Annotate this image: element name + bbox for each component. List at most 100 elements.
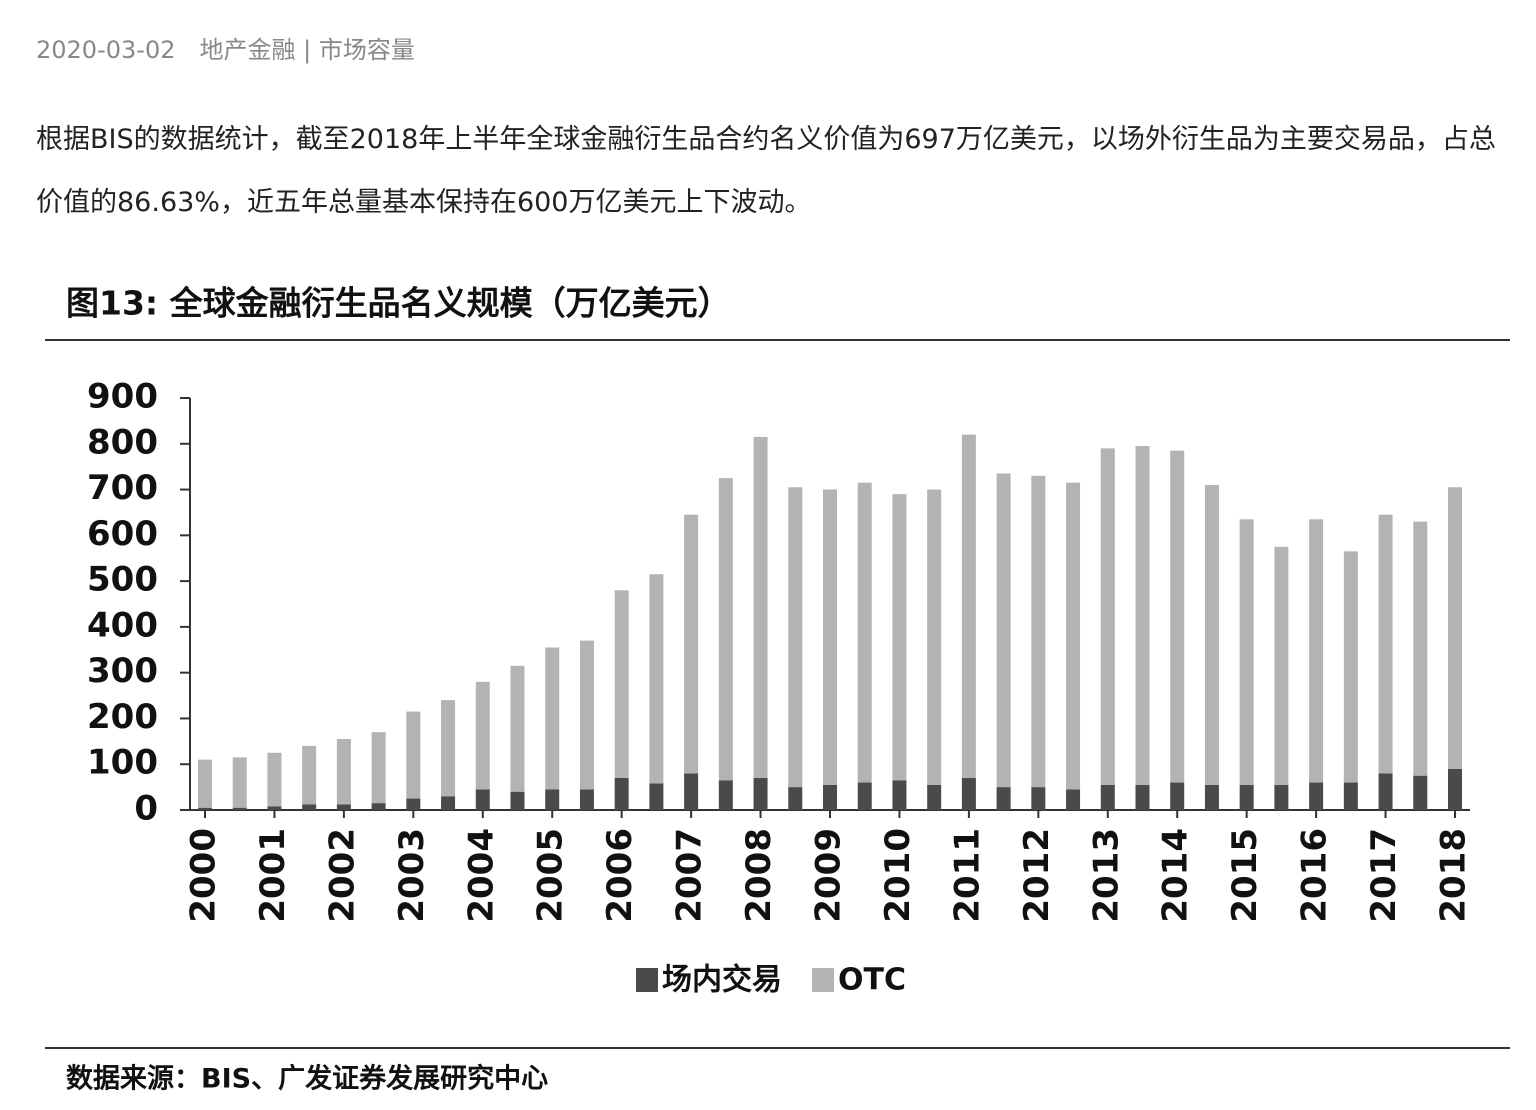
x-tick-label: 2012 xyxy=(1017,828,1057,923)
bar-segment xyxy=(718,478,733,781)
bar-segment xyxy=(1343,782,1358,810)
bar-segment xyxy=(1135,446,1150,785)
bar-segment xyxy=(857,782,872,810)
source: 数据来源：BIS、广发证券发展研究中心 xyxy=(66,1063,548,1095)
bar-segment xyxy=(892,780,907,810)
x-tick-label: 2000 xyxy=(184,828,224,923)
y-tick-label: 800 xyxy=(87,422,158,462)
bar-segment xyxy=(1066,482,1081,790)
x-tick-label: 2006 xyxy=(600,828,640,923)
x-tick-label: 2003 xyxy=(392,828,432,923)
bar-segment xyxy=(684,773,699,810)
y-tick-label: 300 xyxy=(87,651,158,691)
bar-segment xyxy=(579,789,594,810)
y-tick-label: 200 xyxy=(87,697,158,737)
x-tick-label: 2005 xyxy=(531,828,571,923)
bar-segment xyxy=(371,732,386,804)
bar-segment xyxy=(927,784,942,810)
bar-segment xyxy=(614,777,629,810)
bar-segment xyxy=(1239,784,1254,810)
bar-segment xyxy=(1448,768,1462,810)
bar-segment xyxy=(823,489,837,785)
chart-title: 图13: 全球金融衍生品名义规模（万亿美元） xyxy=(66,284,731,323)
header: 2020-03-02 地产金融 | 市场容量 xyxy=(36,30,439,65)
bar-segment xyxy=(232,807,247,810)
paragraph: 根据BIS的数据统计，截至2018年上半年全球金融衍生品合约名义价值为697万亿… xyxy=(36,124,1496,218)
x-tick-label: 2015 xyxy=(1225,828,1265,923)
category: 地产金融 | 市场容量 xyxy=(199,36,415,64)
x-tick-label: 2017 xyxy=(1364,828,1404,923)
x-tick-label: 2010 xyxy=(878,828,918,923)
bar-segment xyxy=(267,806,282,810)
bar-segment xyxy=(892,494,907,781)
bar-segment xyxy=(545,647,560,790)
x-tick-label: 2018 xyxy=(1434,828,1474,923)
bar-segment xyxy=(545,789,560,810)
legend-label: 场内交易 xyxy=(662,963,782,998)
y-tick-label: 0 xyxy=(134,789,158,829)
bar-segment xyxy=(718,780,733,810)
bar-segment xyxy=(336,739,351,805)
bar-segment xyxy=(198,807,212,810)
bar-segment xyxy=(406,798,421,810)
bar-segment xyxy=(961,777,976,810)
y-tick-label: 500 xyxy=(87,560,158,600)
bar-segment xyxy=(371,803,386,810)
bar-segment xyxy=(996,473,1011,788)
bar-segment xyxy=(1031,787,1046,810)
x-tick-label: 2013 xyxy=(1086,828,1126,923)
legend-swatch xyxy=(636,968,658,992)
date: 2020-03-02 xyxy=(36,36,176,64)
bar-segment xyxy=(788,487,803,788)
x-tick-label: 2014 xyxy=(1156,828,1196,923)
bar-segment xyxy=(1413,521,1428,776)
bar-segment xyxy=(336,804,351,810)
bar-segment xyxy=(1274,546,1289,785)
bar-segment xyxy=(1309,782,1324,810)
bar-segment xyxy=(1170,782,1185,810)
x-tick-label: 2008 xyxy=(739,828,779,923)
bar-segment xyxy=(1274,784,1289,810)
bar-segment xyxy=(823,784,837,810)
bar-segment xyxy=(684,514,699,774)
bar-segment xyxy=(267,752,282,807)
bar-segment xyxy=(475,789,490,810)
bar-segment xyxy=(649,783,664,810)
y-tick-label: 900 xyxy=(87,377,158,417)
bar-segment xyxy=(1239,519,1254,785)
bar-segment xyxy=(510,791,525,810)
bar-segment xyxy=(857,482,872,783)
bar-segment xyxy=(1448,487,1462,769)
x-tick-label: 2016 xyxy=(1295,828,1335,923)
y-tick-label: 600 xyxy=(87,514,158,554)
bar-segment xyxy=(788,787,803,810)
bar-segment xyxy=(1066,789,1081,810)
bar-segment xyxy=(614,590,629,778)
bar-segment xyxy=(649,574,664,784)
bar-segment xyxy=(1309,519,1324,783)
bar-segment xyxy=(1100,784,1115,810)
bar-segment xyxy=(753,436,768,778)
bar-segment xyxy=(302,804,317,810)
x-tick-label: 2007 xyxy=(670,828,710,923)
bar-segment xyxy=(1031,475,1046,788)
y-tick-label: 400 xyxy=(87,605,158,645)
bar-segment xyxy=(927,489,942,785)
bar-segment xyxy=(1378,773,1393,810)
bar-segment xyxy=(1413,775,1428,810)
bar-segment xyxy=(302,745,317,805)
x-tick-label: 2004 xyxy=(461,828,501,923)
bar-segment xyxy=(406,711,421,799)
bar-segment xyxy=(996,787,1011,810)
y-tick-label: 700 xyxy=(87,468,158,508)
x-tick-label: 2001 xyxy=(253,828,293,923)
x-tick-label: 2011 xyxy=(947,828,987,923)
x-tick-label: 2002 xyxy=(322,828,362,923)
legend-label: OTC xyxy=(838,963,906,998)
x-tick-label: 2009 xyxy=(809,828,849,923)
bar-segment xyxy=(510,665,525,792)
bar-segment xyxy=(1170,450,1185,783)
bar-segment xyxy=(1343,551,1358,783)
bar-segment xyxy=(232,757,247,808)
